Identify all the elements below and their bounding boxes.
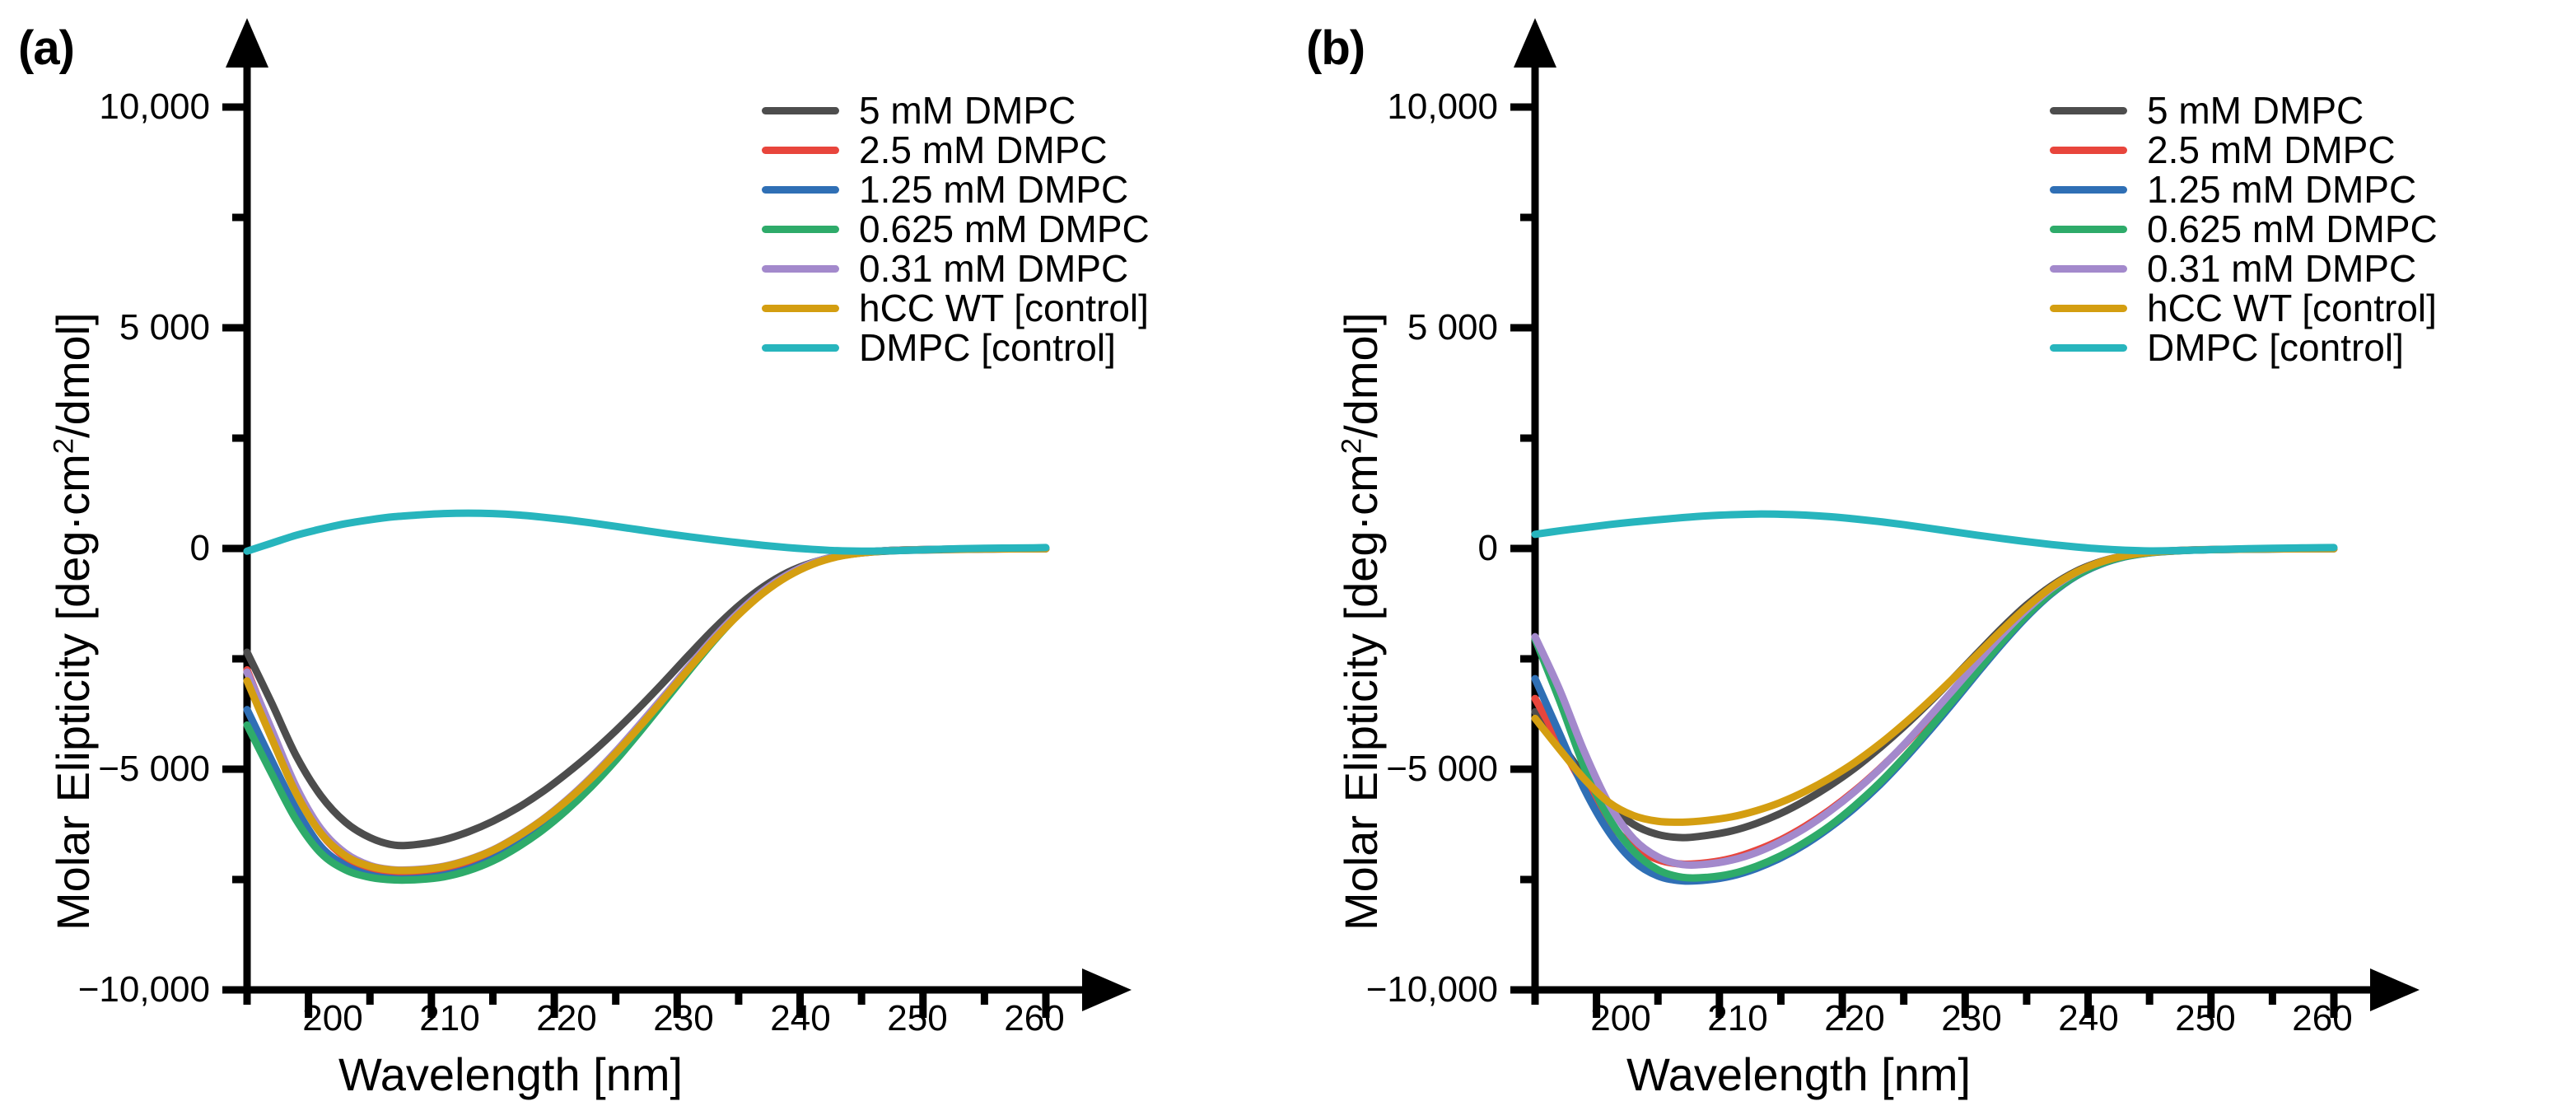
series-group <box>1531 510 2338 885</box>
panel-b-plot <box>1510 18 2420 1018</box>
legend-item[interactable]: 0.625 mM DMPC <box>762 209 1150 249</box>
x-axis-arrow-icon <box>1082 968 1132 1011</box>
series-line <box>243 544 1050 850</box>
legend-item-label: 0.31 mM DMPC <box>859 247 1129 290</box>
legend-item-label: 0.625 mM DMPC <box>2147 208 2438 250</box>
legend-item-label: 2.5 mM DMPC <box>2147 128 2396 171</box>
panel-b-ytick-label: −10,000 <box>1365 969 1498 1010</box>
panel-b: (b) Molar Elipticity [deg·cm2/dmol] Wave… <box>1288 0 2576 1120</box>
panel-a-xtick-label: 230 <box>653 998 714 1038</box>
legend-item[interactable]: 1.25 mM DMPC <box>2050 170 2438 209</box>
panel-b-tag: (b) <box>1306 21 1365 75</box>
legend-color-swatch-icon <box>2050 106 2127 114</box>
legend-color-swatch-icon <box>762 304 839 312</box>
panel-a-x-axis-label: Wavelength [nm] <box>338 1048 684 1100</box>
legend-color-swatch-icon <box>762 225 839 233</box>
legend-color-swatch-icon <box>762 185 839 194</box>
legend-item-label: DMPC [control] <box>859 326 1116 369</box>
panel-b-xtick-label: 200 <box>1590 998 1651 1038</box>
panel-b-ytick-label: 0 <box>1477 528 1498 568</box>
panel-a-ytick-label: 5 000 <box>119 307 210 348</box>
legend-color-swatch-icon <box>762 146 839 154</box>
legend-item[interactable]: 0.31 mM DMPC <box>762 249 1150 288</box>
panel-a-plot <box>222 18 1132 1018</box>
series-group <box>243 509 1050 884</box>
panel-b-legend: 5 mM DMPC 2.5 mM DMPC 1.25 mM DMPC 0.625 mM… <box>2050 91 2438 367</box>
panel-a-tag: (a) <box>18 21 75 75</box>
panel-a-legend: 5 mM DMPC 2.5 mM DMPC 1.25 mM DMPC 0.625 mM… <box>762 91 1150 367</box>
y-axis-arrow-icon <box>1514 18 1556 68</box>
panel-a: (a) Molar Elipticity [deg·cm2/dmol] Wave… <box>18 18 1150 1100</box>
y-axis-arrow-icon <box>226 18 268 68</box>
panel-b-xtick-label: 250 <box>2175 998 2236 1038</box>
legend-item[interactable]: 2.5 mM DMPC <box>2050 130 2438 170</box>
legend-item-label: 2.5 mM DMPC <box>859 128 1108 171</box>
legend-item-label: hCC WT [control] <box>2147 287 2437 329</box>
panel-a-xtick-label: 200 <box>302 998 363 1038</box>
x-axis-arrow-icon <box>2370 968 2420 1011</box>
series-line <box>1531 510 2338 555</box>
legend-item[interactable]: hCC WT [control] <box>2050 288 2438 328</box>
legend-item[interactable]: 5 mM DMPC <box>762 91 1150 130</box>
panel-b-ytick-label: 10,000 <box>1387 86 1498 127</box>
panel-b-ytick-label: 5 000 <box>1407 307 1498 348</box>
legend-item[interactable]: hCC WT [control] <box>762 288 1150 328</box>
legend-item[interactable]: 1.25 mM DMPC <box>762 170 1150 209</box>
series-line <box>243 544 1050 875</box>
panel-b-xtick-label: 230 <box>1941 998 2002 1038</box>
legend-item[interactable]: 0.31 mM DMPC <box>2050 249 2438 288</box>
legend-item[interactable]: 2.5 mM DMPC <box>762 130 1150 170</box>
legend-color-swatch-icon <box>2050 185 2127 194</box>
panel-a-xtick-label: 250 <box>887 998 948 1038</box>
panel-a-ytick-label: 10,000 <box>99 86 210 127</box>
series-line <box>1531 544 2338 826</box>
legend-color-swatch-icon <box>2050 304 2127 312</box>
legend-color-swatch-icon <box>762 343 839 352</box>
legend-item-label: 0.31 mM DMPC <box>2147 247 2417 290</box>
legend-item-label: 1.25 mM DMPC <box>859 168 1129 211</box>
legend-color-swatch-icon <box>762 264 839 273</box>
panel-a-ytick-label: 0 <box>189 528 210 568</box>
panel-a-xtick-label: 220 <box>536 998 597 1038</box>
legend-item-label: 1.25 mM DMPC <box>2147 168 2417 211</box>
panel-a-ytick-label: −10,000 <box>77 969 210 1010</box>
legend-color-swatch-icon <box>2050 343 2127 352</box>
legend-item[interactable]: DMPC [control] <box>762 328 1150 367</box>
panel-a-ytick-label: −5 000 <box>98 749 210 789</box>
legend-item-label: 5 mM DMPC <box>859 89 1076 132</box>
legend-item-label: hCC WT [control] <box>859 287 1149 329</box>
legend-item-label: DMPC [control] <box>2147 326 2404 369</box>
series-line <box>243 544 1050 875</box>
legend-item-label: 5 mM DMPC <box>2147 89 2364 132</box>
panel-b-xtick-label: 260 <box>2292 998 2353 1038</box>
legend-color-swatch-icon <box>2050 225 2127 233</box>
series-line <box>243 509 1050 555</box>
legend-item-label: 0.625 mM DMPC <box>859 208 1150 250</box>
legend-color-swatch-icon <box>2050 146 2127 154</box>
panel-b-ytick-label: −5 000 <box>1386 749 1498 789</box>
panel-b-x-axis-label: Wavelength [nm] <box>1626 1048 1972 1100</box>
legend-item[interactable]: DMPC [control] <box>2050 328 2438 367</box>
legend-item[interactable]: 5 mM DMPC <box>2050 91 2438 130</box>
legend-item[interactable]: 0.625 mM DMPC <box>2050 209 2438 249</box>
legend-color-swatch-icon <box>762 106 839 114</box>
panel-a-xtick-label: 260 <box>1004 998 1065 1038</box>
legend-color-swatch-icon <box>2050 264 2127 273</box>
panel-b-xtick-label: 220 <box>1824 998 1885 1038</box>
